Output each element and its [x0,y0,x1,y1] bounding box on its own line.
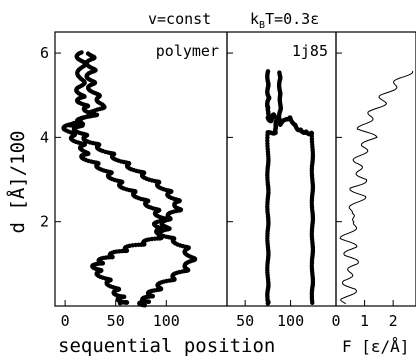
x-tick-label: 100 [153,312,180,330]
x-tick-label: 0 [331,312,340,330]
force-series-line [339,70,414,305]
x-axis-label-sequential: sequential position [58,335,275,357]
x-tick-label: 1 [360,312,369,330]
y-tick-label: 4 [40,128,49,146]
panel-frame [335,31,416,307]
y-tick-label: 6 [40,44,49,62]
panel-label: 1j85 [292,42,328,60]
x-tick-label: 2 [389,312,398,330]
x-tick-label: 50 [107,312,125,330]
panel-label: polymer [156,42,219,60]
data-point [265,301,270,306]
x-tick-label: 0 [61,312,70,330]
x-tick-label: 50 [236,312,254,330]
data-point [117,301,123,306]
x-tick-label: 100 [277,312,304,330]
header-velocity-condition: v=const [148,10,211,28]
data-point [310,300,315,305]
header-temperature-condition: kBT=0.3ε [250,10,319,31]
panel-frame [54,31,228,307]
x-axis-label-force: F [ε/Å] [342,337,409,356]
panel-1j85: 50 100 1j85 [226,31,337,330]
y-axis-label: d [Å]/100 [6,131,29,234]
panel-force: 0 1 2 [331,31,416,330]
panel-polymer: 0 50 100 2 4 6 polymer [40,31,228,330]
data-point [142,303,148,308]
y-tick-label: 2 [40,213,49,231]
